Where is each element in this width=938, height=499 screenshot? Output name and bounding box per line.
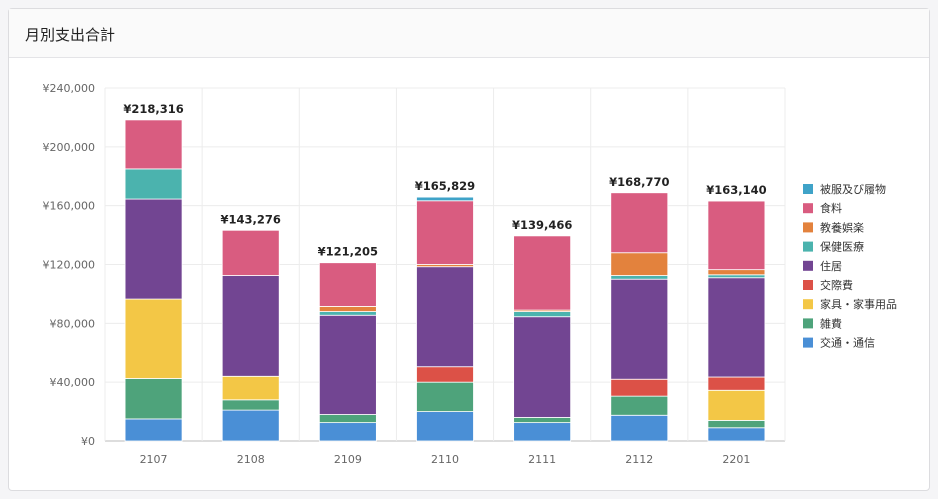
bar-segment[interactable] bbox=[610, 192, 669, 254]
bar-segment[interactable] bbox=[416, 200, 474, 265]
bar-segment[interactable] bbox=[416, 411, 474, 442]
bar-segment[interactable] bbox=[416, 381, 474, 412]
bar-segment[interactable] bbox=[707, 200, 766, 271]
legend-swatch bbox=[803, 280, 813, 290]
bar-segment[interactable] bbox=[513, 316, 572, 418]
bar-segment[interactable] bbox=[221, 229, 280, 276]
x-tick-label: 2109 bbox=[334, 453, 362, 466]
x-tick-label: 2112 bbox=[625, 453, 653, 466]
bar-segment[interactable] bbox=[124, 119, 183, 170]
legend-label[interactable]: 被服及び履物 bbox=[820, 182, 886, 196]
bar-segment[interactable] bbox=[318, 262, 377, 307]
bar-total-label: ¥143,276 bbox=[221, 212, 281, 226]
bar-segment[interactable] bbox=[707, 269, 766, 276]
bar-segment[interactable] bbox=[610, 378, 669, 397]
bar-segment[interactable] bbox=[610, 414, 669, 442]
legend-label[interactable]: 住居 bbox=[820, 259, 842, 273]
legend-swatch bbox=[803, 260, 813, 271]
legend-swatch bbox=[803, 337, 813, 348]
legend-label[interactable]: 家具・家事用品 bbox=[820, 297, 897, 311]
y-tick-label: ¥0 bbox=[81, 435, 95, 448]
bar-segment[interactable] bbox=[221, 375, 280, 401]
bar-segment[interactable] bbox=[221, 275, 280, 377]
bar-total-label: ¥121,205 bbox=[318, 245, 378, 259]
bar-total-label: ¥163,140 bbox=[706, 183, 766, 197]
bar-segment[interactable] bbox=[124, 298, 183, 379]
legend-swatch bbox=[803, 222, 813, 233]
bar-segment[interactable] bbox=[707, 274, 766, 279]
legend-swatch bbox=[803, 184, 813, 194]
card-title: 月別支出合計 bbox=[9, 9, 929, 58]
bar-segment[interactable] bbox=[707, 376, 766, 391]
legend-swatch bbox=[803, 203, 813, 214]
bar-segment[interactable] bbox=[124, 378, 183, 420]
y-tick-label: ¥160,000 bbox=[43, 200, 96, 213]
bar-segment[interactable] bbox=[707, 420, 766, 429]
x-tick-label: 2110 bbox=[431, 453, 459, 466]
bar-segment[interactable] bbox=[610, 278, 669, 380]
bar-segment[interactable] bbox=[610, 275, 669, 280]
bar-segment[interactable] bbox=[513, 311, 572, 318]
y-tick-label: ¥200,000 bbox=[43, 141, 96, 154]
legend-swatch bbox=[803, 299, 813, 310]
bar-total-label: ¥139,466 bbox=[512, 218, 572, 232]
legend-label[interactable]: 食料 bbox=[820, 201, 842, 215]
legend-swatch bbox=[803, 318, 813, 329]
bar-total-label: ¥218,316 bbox=[123, 102, 183, 116]
bar-segment[interactable] bbox=[124, 418, 183, 442]
legend-label[interactable]: 保健医療 bbox=[820, 240, 864, 254]
bar-segment[interactable] bbox=[318, 422, 377, 442]
y-tick-label: ¥80,000 bbox=[50, 317, 96, 330]
bar-segment[interactable] bbox=[318, 311, 377, 316]
bar-segment[interactable] bbox=[707, 427, 766, 442]
bar-total-label: ¥165,829 bbox=[415, 179, 475, 193]
y-tick-label: ¥240,000 bbox=[43, 82, 96, 95]
bar-segment[interactable] bbox=[221, 399, 280, 411]
bar-segment[interactable] bbox=[318, 314, 377, 415]
bar-segment[interactable] bbox=[124, 168, 183, 200]
bar-segment[interactable] bbox=[416, 196, 474, 202]
x-tick-label: 2111 bbox=[528, 453, 556, 466]
bar-segment[interactable] bbox=[318, 306, 377, 312]
legend-label[interactable]: 交際費 bbox=[820, 278, 853, 292]
bar-segment[interactable] bbox=[513, 235, 572, 311]
y-tick-label: ¥40,000 bbox=[50, 376, 96, 389]
bar-segment[interactable] bbox=[707, 277, 766, 378]
legend-label[interactable]: 雑費 bbox=[820, 316, 842, 330]
x-tick-label: 2108 bbox=[237, 453, 265, 466]
bar-segment[interactable] bbox=[610, 395, 669, 416]
bar-segment[interactable] bbox=[416, 266, 474, 368]
bar-segment[interactable] bbox=[513, 417, 572, 424]
bar-total-label: ¥168,770 bbox=[609, 175, 669, 189]
bar-segment[interactable] bbox=[707, 389, 766, 421]
x-tick-label: 2107 bbox=[140, 453, 168, 466]
bar-segment[interactable] bbox=[124, 198, 183, 300]
bar-segment[interactable] bbox=[221, 409, 280, 442]
legend-label[interactable]: 交通・通信 bbox=[820, 336, 875, 350]
y-tick-label: ¥120,000 bbox=[43, 259, 96, 272]
bar-segment[interactable] bbox=[610, 252, 669, 276]
x-tick-label: 2201 bbox=[722, 453, 750, 466]
legend-swatch bbox=[803, 241, 813, 252]
bar-segment[interactable] bbox=[318, 414, 377, 424]
bar-segment[interactable] bbox=[513, 422, 572, 442]
bar-segment[interactable] bbox=[416, 366, 474, 383]
legend-label[interactable]: 教養娯楽 bbox=[820, 220, 864, 234]
